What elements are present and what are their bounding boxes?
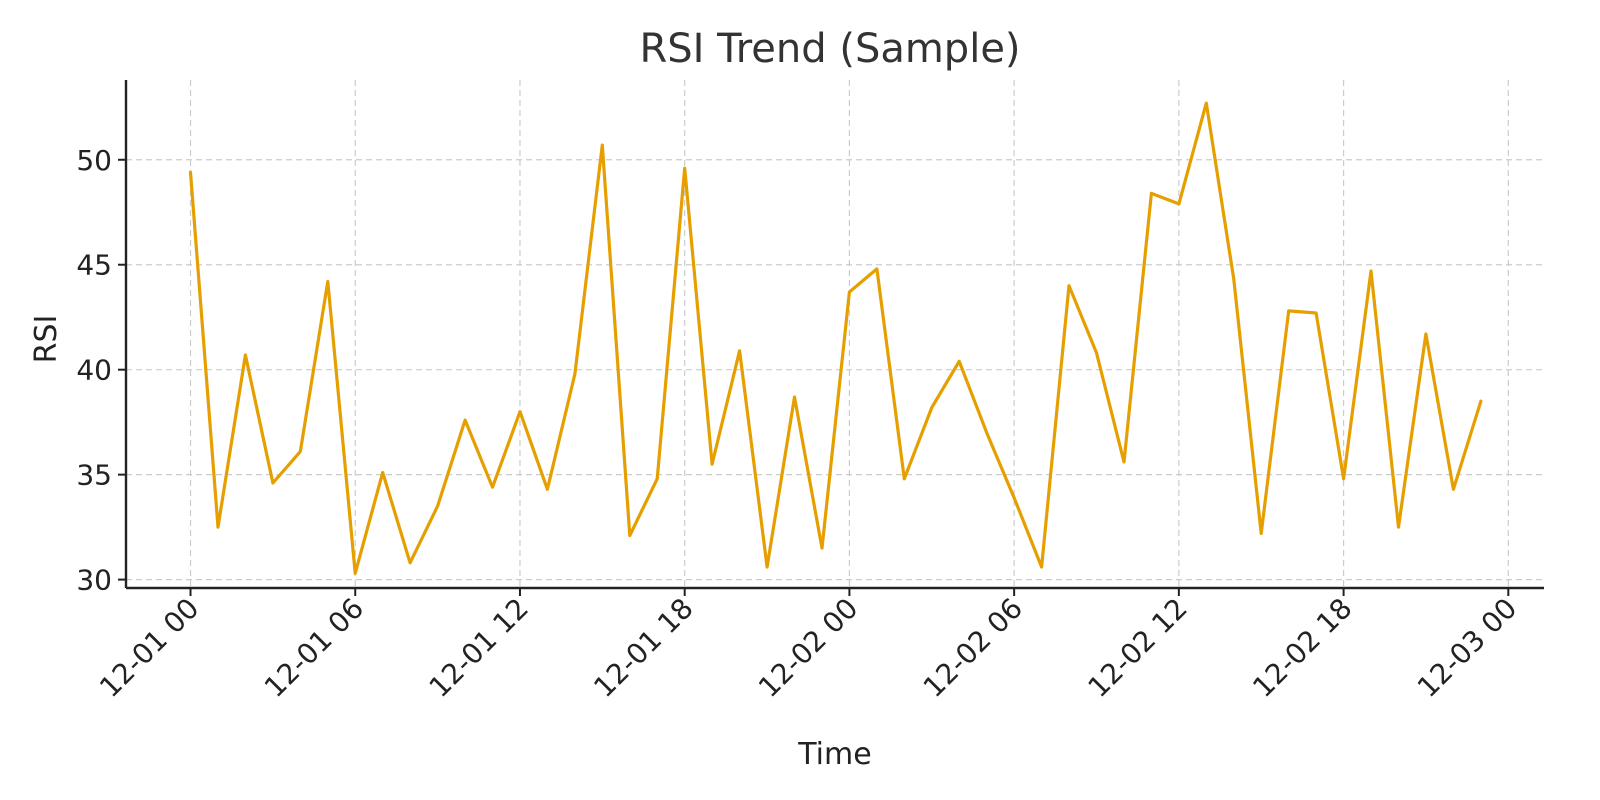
x-tick-label: 12-02 18 [1246,592,1358,704]
x-tick-label: 12-01 18 [587,592,699,704]
y-tick-label: 50 [76,144,112,177]
x-tick-label: 12-03 00 [1411,592,1523,704]
x-tick-label: 12-02 00 [752,592,864,704]
x-axis-label: Time [797,737,871,772]
x-tick-label: 12-02 06 [917,592,1029,704]
x-tick-label: 12-01 06 [258,592,370,704]
y-tick-label: 35 [76,459,112,492]
y-axis-label: RSI [29,315,64,364]
chart-title: RSI Trend (Sample) [639,26,1020,72]
y-tick-label: 30 [76,564,112,597]
x-tick-label: 12-01 00 [93,592,205,704]
y-tick-label: 45 [76,249,112,282]
y-tick-label: 40 [76,354,112,387]
x-tick-label: 12-01 12 [423,592,535,704]
rsi-series-line [188,101,1483,575]
grid-layer [126,80,1544,588]
series-layer [188,101,1483,575]
x-tick-label: 12-02 12 [1081,592,1193,704]
axes-layer [124,80,1544,590]
